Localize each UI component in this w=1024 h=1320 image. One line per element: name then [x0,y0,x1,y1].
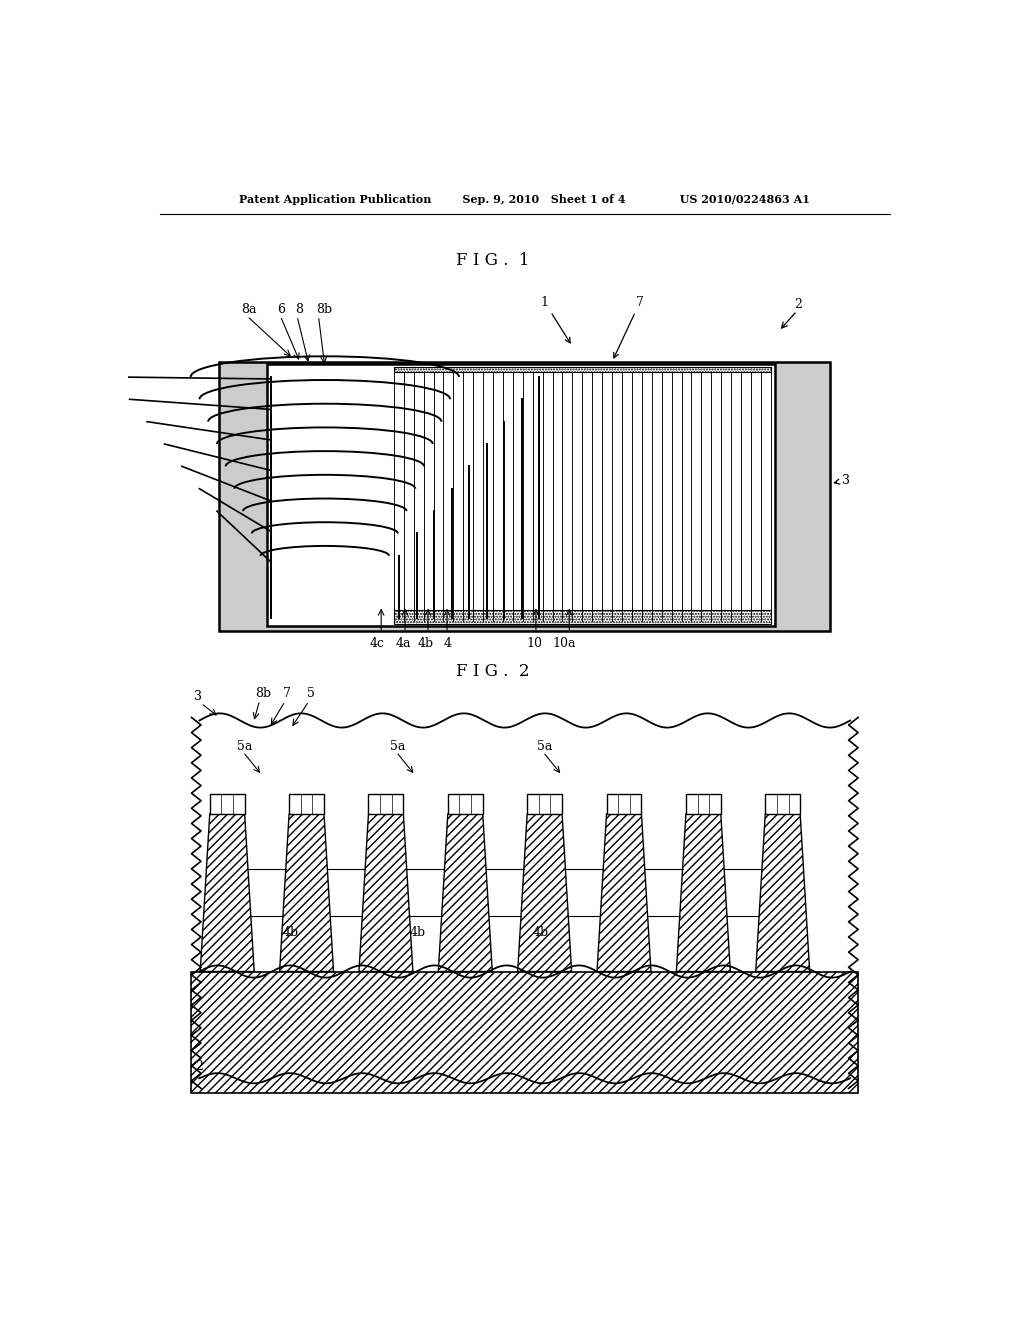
Bar [369,793,403,814]
Bar [210,793,245,814]
Bar [394,488,771,507]
Text: F I G .  2: F I G . 2 [457,663,529,680]
Text: 10: 10 [526,638,543,651]
Text: 3: 3 [835,474,850,487]
Bar [394,466,771,484]
Text: 4b: 4b [418,638,434,651]
Text: 4: 4 [443,638,452,651]
Text: 5a: 5a [390,741,406,752]
Text: 5a: 5a [237,741,252,752]
Bar [606,793,641,814]
Text: 4b: 4b [283,925,299,939]
Bar [686,793,721,814]
Bar [765,793,800,814]
Bar [219,362,830,631]
Text: 8b: 8b [316,302,332,315]
Text: 2: 2 [795,298,803,310]
Text: 8: 8 [295,302,303,315]
Bar [394,367,771,372]
Bar [267,364,775,626]
Bar [394,511,771,529]
Text: 1: 1 [541,296,570,343]
Text: 7: 7 [283,688,291,700]
Bar [394,378,771,395]
Text: 8a: 8a [242,302,257,315]
Text: 8b: 8b [255,688,271,700]
Text: 2: 2 [196,1060,204,1073]
Bar [447,793,482,814]
Bar [289,793,324,814]
Text: 10a: 10a [553,638,577,651]
Bar [191,972,858,1093]
Text: 6: 6 [278,302,286,315]
Text: 5: 5 [306,688,314,700]
Text: 4b: 4b [410,925,426,939]
Text: 4c: 4c [370,638,385,651]
Bar [527,793,562,814]
Text: Patent Application Publication        Sep. 9, 2010   Sheet 1 of 4              U: Patent Application Publication Sep. 9, 2… [240,194,810,205]
Bar [394,533,771,552]
Text: 5a: 5a [537,741,552,752]
Text: 4a: 4a [395,638,411,651]
Text: 3: 3 [194,690,202,704]
Bar [394,610,771,624]
Bar [394,421,771,440]
Text: F I G .  1: F I G . 1 [457,252,529,268]
Bar [394,399,771,417]
Bar [394,444,771,462]
Text: 4b: 4b [532,925,549,939]
Text: 7: 7 [613,296,644,358]
